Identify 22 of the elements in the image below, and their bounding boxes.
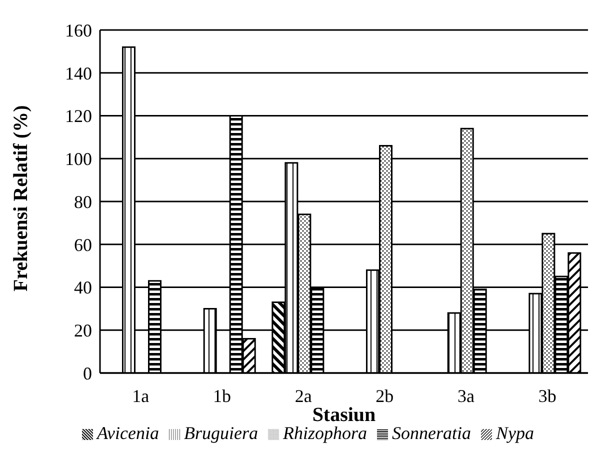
x-axis-title: Stasiun [312, 404, 376, 426]
y-tick-label: 120 [65, 106, 92, 126]
legend-label: Avicenia [97, 423, 159, 443]
y-tick-label: 60 [74, 234, 92, 255]
x-tick-label: 2a [294, 386, 312, 406]
legend-label: Bruguiera [184, 423, 258, 443]
legend-label: Nypa [496, 423, 534, 443]
x-tick-label: 2b [376, 386, 394, 406]
y-tick-label: 140 [65, 63, 92, 84]
y-tick-label: 160 [65, 20, 92, 40]
x-tick-label: 1b [213, 386, 231, 406]
legend-label: Rhizophora [282, 423, 367, 443]
y-tick-label: 0 [83, 363, 92, 384]
x-tick-label: 3b [538, 386, 556, 406]
x-tick-label: 1a [132, 386, 150, 406]
y-tick-label: 80 [74, 192, 92, 212]
y-axis-title: Frekuensi Relatif (%) [10, 105, 32, 292]
x-tick-label: 3a [458, 386, 474, 406]
legend-label: Sonneratia [392, 423, 471, 443]
y-tick-label: 40 [74, 278, 92, 298]
y-tick-label: 100 [65, 149, 92, 170]
y-tick-label: 20 [74, 320, 92, 341]
